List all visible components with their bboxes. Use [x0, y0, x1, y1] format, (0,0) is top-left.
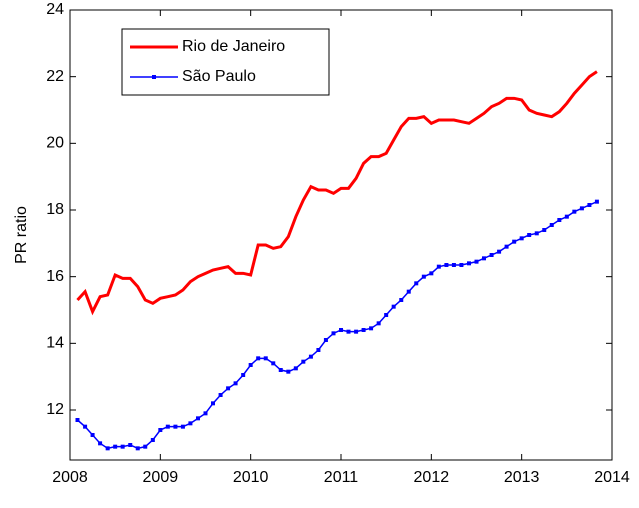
series-marker	[399, 298, 404, 302]
x-tick-label: 2011	[324, 469, 359, 486]
series-marker	[143, 444, 148, 449]
series-line	[76, 70, 598, 316]
y-tick-label: 12	[46, 401, 64, 418]
series-marker	[188, 421, 193, 426]
series-marker	[135, 446, 140, 451]
x-tick-label: 2012	[414, 469, 450, 486]
x-tick-label: 2010	[233, 469, 269, 486]
y-tick-label: 14	[46, 335, 64, 352]
series-marker	[534, 231, 539, 236]
series-marker	[98, 441, 103, 446]
series-marker	[354, 329, 359, 334]
x-tick-label: 2013	[504, 469, 540, 486]
series-marker	[203, 411, 208, 416]
series-marker	[286, 369, 291, 374]
series-marker	[376, 321, 381, 326]
series-line	[77, 200, 598, 450]
series-marker	[361, 328, 366, 332]
x-tick-label: 2014	[594, 469, 630, 486]
series-marker	[542, 228, 547, 232]
series-marker	[436, 264, 441, 269]
series-marker	[369, 326, 374, 331]
series-marker	[90, 433, 95, 437]
series-marker	[346, 329, 351, 334]
series-marker	[467, 261, 472, 266]
legend-label: Rio de Janeiro	[182, 38, 285, 55]
series-marker	[512, 239, 517, 244]
series-marker	[323, 338, 328, 342]
series-marker	[233, 381, 238, 386]
series-marker	[105, 446, 110, 451]
series-marker	[316, 348, 321, 352]
series-marker	[572, 209, 577, 214]
series-marker	[594, 199, 599, 204]
y-tick-label: 22	[46, 68, 64, 85]
series-marker	[489, 253, 494, 257]
series-marker	[218, 393, 223, 397]
series-marker	[339, 328, 343, 332]
series-marker	[226, 386, 231, 391]
series-marker	[173, 424, 178, 429]
series-marker	[248, 363, 253, 367]
series-marker	[263, 356, 268, 361]
series-marker	[384, 313, 389, 317]
series-marker	[451, 263, 456, 267]
series-marker	[481, 256, 486, 261]
series-marker	[587, 203, 592, 207]
series-marker	[158, 428, 163, 432]
series-marker	[210, 401, 215, 406]
series-marker	[406, 289, 411, 294]
x-tick-label: 2008	[52, 469, 88, 486]
series-marker	[83, 424, 88, 429]
y-tick-label: 16	[46, 268, 64, 285]
series-marker	[564, 214, 569, 219]
series-marker	[75, 418, 80, 422]
series-marker	[301, 359, 306, 364]
series-marker	[293, 366, 298, 371]
series-marker	[497, 249, 502, 254]
series-marker	[557, 218, 562, 222]
series-marker	[271, 361, 276, 366]
series-marker	[414, 281, 419, 286]
y-tick-label: 18	[46, 201, 64, 218]
series-marker	[308, 354, 313, 359]
legend-box	[121, 28, 330, 96]
y-tick-label: 20	[46, 135, 64, 152]
series-marker	[120, 444, 125, 449]
series-marker	[165, 424, 170, 429]
series-marker	[331, 331, 336, 336]
series-marker	[429, 271, 434, 276]
series-marker	[278, 368, 283, 372]
series-marker	[504, 244, 509, 249]
series-marker	[150, 438, 155, 442]
x-tick-label: 2009	[143, 469, 179, 486]
series-marker	[579, 206, 584, 211]
series-marker	[391, 304, 396, 309]
series-marker	[527, 233, 532, 237]
series-marker	[444, 263, 449, 267]
series-marker	[128, 443, 133, 447]
series-marker	[196, 416, 201, 421]
legend-marker	[152, 75, 156, 79]
series-marker	[421, 274, 426, 279]
legend-label: São Paulo	[182, 68, 256, 85]
series-marker	[519, 236, 524, 241]
series-marker	[113, 444, 118, 449]
series-marker	[180, 424, 185, 429]
y-tick-label: 24	[46, 1, 64, 18]
series-marker	[474, 259, 479, 264]
series-marker	[549, 223, 554, 227]
series-marker	[256, 356, 261, 361]
y-axis-label: PR ratio	[13, 206, 30, 264]
series-marker	[459, 263, 464, 267]
series-marker	[241, 373, 246, 377]
